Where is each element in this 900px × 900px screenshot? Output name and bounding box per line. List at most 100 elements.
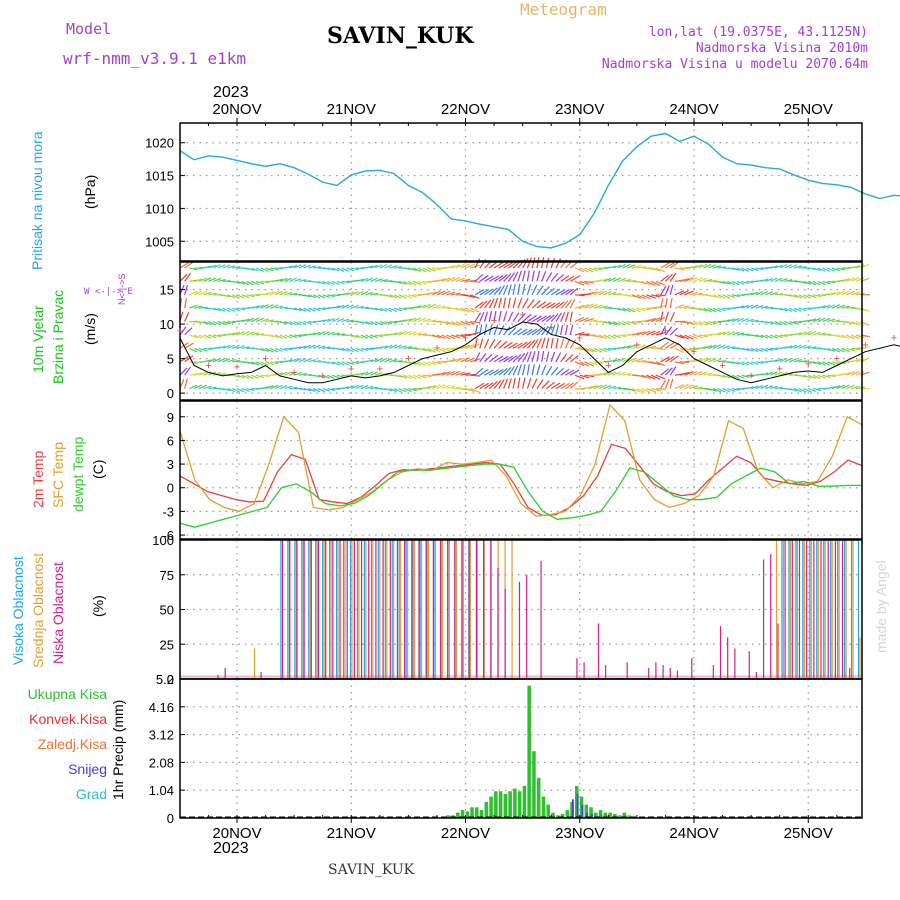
wind-barb [569,287,579,296]
wind-barb [774,334,783,339]
x-tick-label-bottom: 22NOV [441,825,490,842]
wind-barb [526,377,532,389]
wind-barb [189,361,198,365]
wind-barb [246,361,255,365]
wind-barb [703,321,712,326]
precip-bar-0 [498,791,503,818]
wind-barb [689,265,699,269]
wind-barb [703,278,713,282]
wind-barb [850,321,860,326]
wind-barb [827,361,836,366]
wind-barb [664,378,670,389]
wind-barb [589,303,598,309]
wind-barb [289,386,298,390]
precip-bar-0 [565,809,570,818]
precip-bar-0 [484,801,489,818]
precip-bar-1 [591,813,593,818]
wind-barb [484,288,494,296]
wind-barb [584,292,595,296]
wind-barb [393,388,402,393]
wind-barb [855,386,865,390]
wind-barb [522,328,533,336]
wind-barb [836,384,845,390]
wind-barb [393,374,403,378]
wind-barb [431,334,442,339]
wind-barb [431,347,441,353]
wind-barb [370,292,379,296]
wind-barb [655,316,666,323]
wind-barb [527,328,538,336]
wind-barb [798,360,807,363]
wind-barb [484,382,494,390]
wind-barb [360,291,369,296]
wind-barb [779,357,788,363]
wind-barb [793,321,803,324]
wind-barb [736,374,745,379]
wind-barb [593,334,603,339]
wind-barb [241,294,250,299]
wind-barb [255,304,264,309]
wind-barb [184,327,193,336]
wind-barb [646,388,656,393]
wind-barb [617,277,627,282]
precip-bar-0 [460,809,465,818]
wind-barb [612,307,622,311]
wind-barb [217,264,226,269]
wind-barb [336,333,345,336]
wind-barb [222,294,231,298]
wind-barb [712,388,722,393]
wind-barb [222,358,231,363]
precip-bar-1 [572,799,574,818]
wind-barb [598,305,608,309]
wind-barb [212,321,221,326]
wind-barb [536,350,540,362]
wind-barb [217,278,226,282]
wind-barb [736,280,745,285]
wind-barb [636,294,646,300]
wind-gust-marker: + [719,360,725,372]
wind-barb [384,307,393,313]
wind-gust-marker: + [834,353,840,365]
wind-barb [455,357,465,363]
wind-barb [274,372,283,376]
wind-barb [398,294,407,299]
wind-barb [260,386,270,390]
wind-barb [312,344,321,349]
precip-bar-0 [489,796,493,818]
wind-barb [184,298,188,309]
wind-barb [479,368,489,376]
wind-barb [679,347,690,353]
wind-barb [555,338,559,349]
wind-barb [441,290,451,296]
wind-barb [508,342,518,349]
wind-barb [346,347,355,353]
wind-barb [379,372,388,376]
wind-barb [260,292,270,296]
x-tick-label-bottom: 20NOV [212,825,261,842]
wind-barb [427,303,436,309]
wind-barb [193,334,203,339]
wind-barb [422,292,432,296]
precip-bar-0 [479,809,484,818]
wind-barb [422,267,432,273]
wind-barb [722,388,731,393]
x-tick-label-top: 20NOV [212,101,261,118]
wind-barb [241,346,250,349]
wind-barb [370,307,379,311]
wind-barb [765,385,773,390]
wind-barb [651,294,661,298]
wind-barb [560,311,566,322]
x-tick-label-top: 24NOV [669,101,718,118]
wind-barb [498,262,509,269]
wind-barb [536,285,544,296]
wind-barb [798,388,807,393]
cloud-tick-label: 0 [167,672,174,687]
wind-barb [265,385,274,390]
wind-barb [798,307,807,312]
wind-barb [317,319,326,323]
wind-barb [541,337,546,349]
wind-barb [664,298,668,309]
wind-barb [465,388,476,392]
wind-barb [370,371,378,376]
precip-bar-0 [455,812,460,818]
